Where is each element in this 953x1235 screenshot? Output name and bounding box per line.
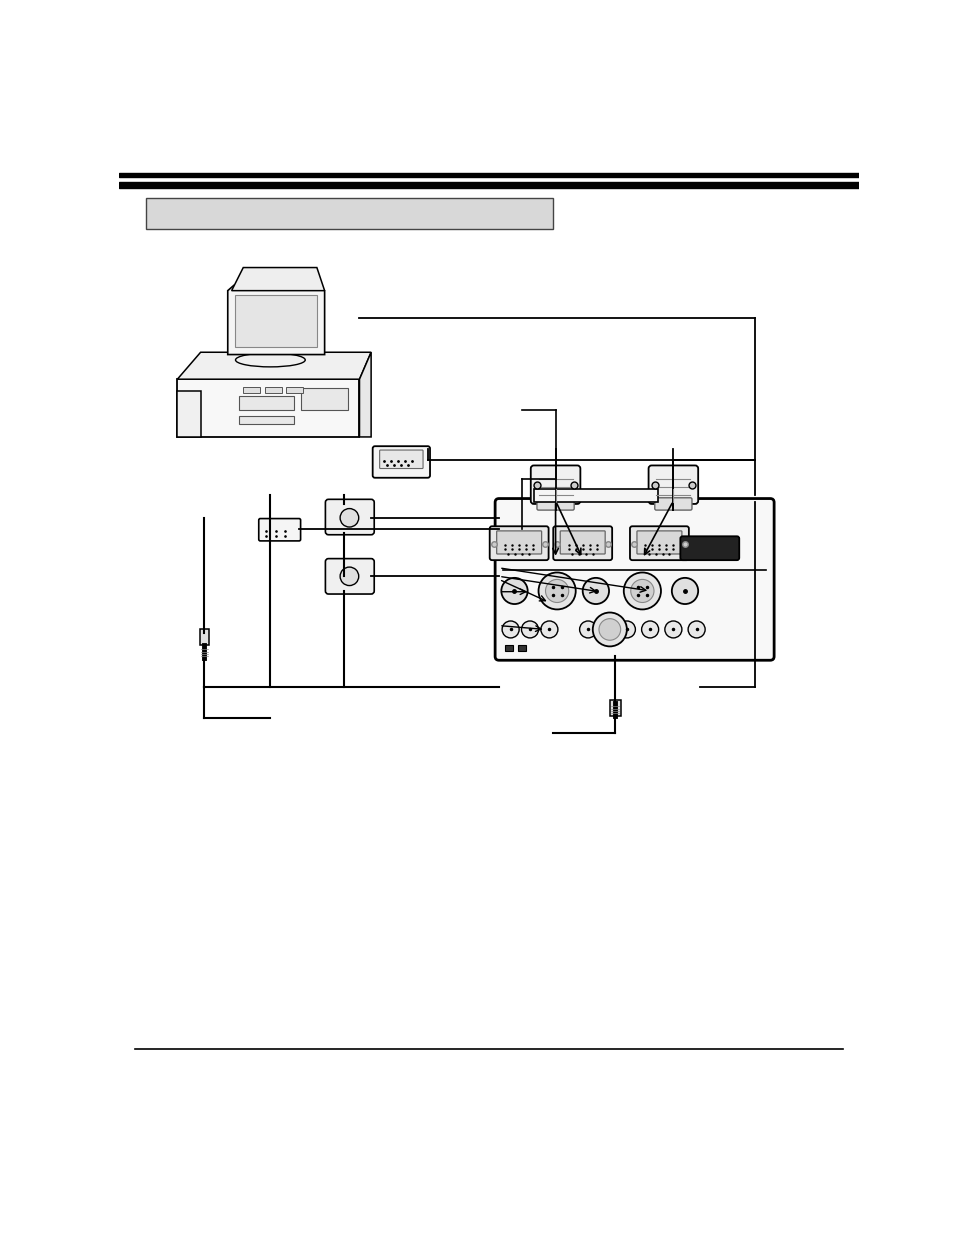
FancyBboxPatch shape [559,531,604,555]
FancyBboxPatch shape [325,499,374,535]
Polygon shape [177,379,359,437]
Circle shape [630,579,654,603]
Bar [119,173,858,177]
Circle shape [687,621,704,638]
FancyBboxPatch shape [654,498,691,510]
Circle shape [340,567,358,585]
Bar [119,182,858,188]
FancyBboxPatch shape [497,531,541,555]
FancyBboxPatch shape [530,466,579,504]
Bar [243,330,297,356]
FancyBboxPatch shape [629,526,688,561]
Bar [239,416,294,424]
FancyBboxPatch shape [648,466,698,504]
Polygon shape [232,268,324,290]
Bar [286,387,303,393]
Circle shape [592,613,626,646]
Bar [301,389,348,410]
FancyBboxPatch shape [379,450,422,468]
Circle shape [582,578,608,604]
Circle shape [641,621,658,638]
Circle shape [579,621,596,638]
Bar [505,645,513,651]
Bar [265,387,282,393]
Circle shape [500,578,527,604]
Circle shape [340,509,358,527]
FancyBboxPatch shape [637,531,681,555]
Circle shape [537,573,575,609]
FancyBboxPatch shape [489,526,548,561]
Polygon shape [177,352,371,379]
Circle shape [623,573,660,609]
Bar [199,630,209,645]
Circle shape [501,621,518,638]
Circle shape [540,621,558,638]
Bar [146,199,553,228]
Circle shape [664,621,681,638]
FancyBboxPatch shape [679,536,739,561]
FancyBboxPatch shape [553,526,612,561]
Bar [177,390,200,437]
Circle shape [545,579,568,603]
Ellipse shape [235,353,305,367]
Circle shape [598,619,620,640]
FancyBboxPatch shape [325,558,374,594]
Bar [609,699,620,716]
FancyBboxPatch shape [495,499,773,661]
FancyBboxPatch shape [377,448,425,473]
Bar [534,489,658,503]
Circle shape [618,621,635,638]
Bar [517,645,525,651]
Bar [239,396,294,410]
FancyBboxPatch shape [373,446,430,478]
Circle shape [521,621,537,638]
Bar [235,294,316,347]
Bar [243,387,260,393]
Polygon shape [228,285,324,354]
Polygon shape [359,352,371,437]
Circle shape [671,578,698,604]
FancyBboxPatch shape [258,519,300,541]
FancyBboxPatch shape [537,498,574,510]
